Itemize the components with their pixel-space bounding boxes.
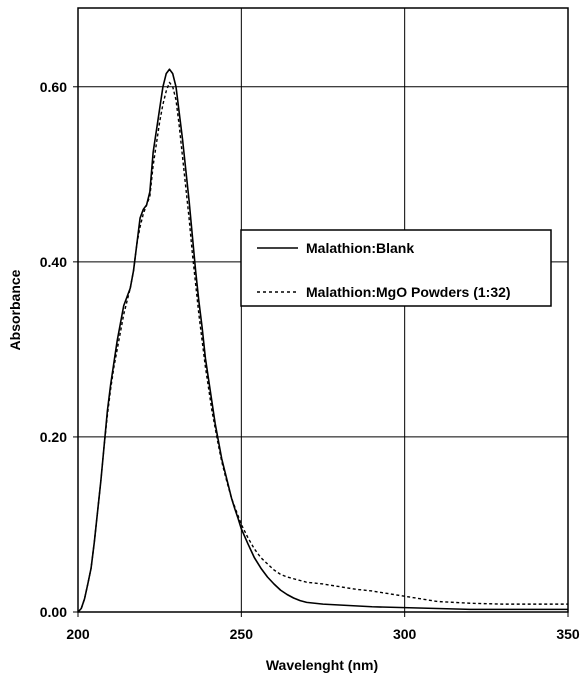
- legend-label-blank: Malathion:Blank: [306, 240, 414, 256]
- y-axis-label: Absorbance: [7, 269, 23, 350]
- x-tick-label: 250: [230, 626, 254, 642]
- x-tick-label: 200: [66, 626, 90, 642]
- x-axis-label: Wavelenght (nm): [266, 657, 378, 673]
- y-tick-label: 0.20: [40, 429, 67, 445]
- y-tick-label: 0.60: [40, 79, 67, 95]
- legend-label-mgo: Malathion:MgO Powders (1:32): [306, 284, 511, 300]
- x-tick-label: 350: [556, 626, 580, 642]
- legend: Malathion:Blank Malathion:MgO Powders (1…: [241, 230, 551, 306]
- y-tick-label: 0.40: [40, 254, 67, 270]
- x-tick-label: 300: [393, 626, 417, 642]
- y-tick-label: 0.00: [40, 604, 67, 620]
